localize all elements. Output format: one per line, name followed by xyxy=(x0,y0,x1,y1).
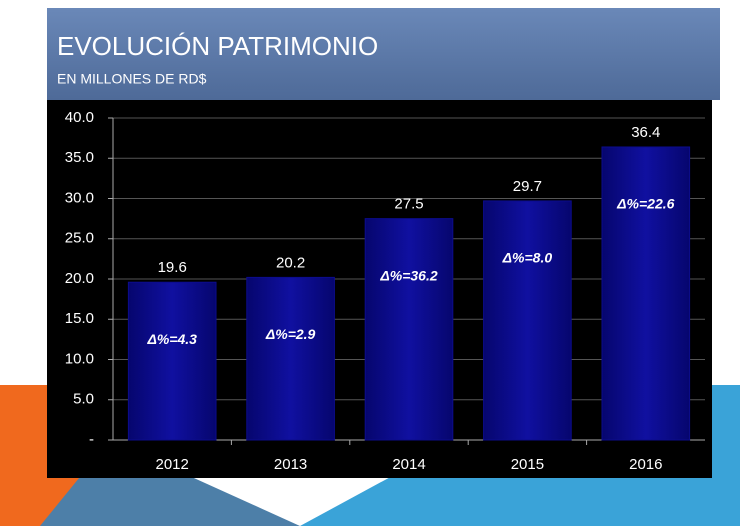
x-tick-label: 2015 xyxy=(511,456,544,473)
x-tick-label: 2013 xyxy=(274,456,307,473)
bar xyxy=(246,276,335,441)
y-tick-label: 10.0 xyxy=(65,350,94,367)
value-label: 36.4 xyxy=(631,124,660,141)
x-tick-label: 2014 xyxy=(392,456,425,473)
value-label: 27.5 xyxy=(394,196,423,213)
annotation: Δ%=8.0 xyxy=(502,250,553,266)
value-label: 19.6 xyxy=(158,259,187,276)
x-tick-label: 2016 xyxy=(629,456,662,473)
annotation: Δ%=4.3 xyxy=(146,331,197,347)
title-banner xyxy=(47,8,720,100)
y-tick-label: 20.0 xyxy=(65,270,94,287)
y-tick-label: 25.0 xyxy=(65,230,94,247)
bar xyxy=(483,200,572,441)
annotation: Δ%=2.9 xyxy=(265,326,316,342)
bar xyxy=(364,218,454,441)
y-tick-label: 30.0 xyxy=(65,189,94,206)
y-tick-label: 40.0 xyxy=(65,109,94,126)
y-tick-label: - xyxy=(89,431,94,448)
chart-title: EVOLUCIÓN PATRIMONIO xyxy=(57,31,378,61)
bar xyxy=(127,281,217,441)
y-tick-label: 5.0 xyxy=(73,391,94,408)
value-label: 20.2 xyxy=(276,254,305,271)
value-label: 29.7 xyxy=(513,178,542,195)
x-tick-label: 2012 xyxy=(156,456,189,473)
bar xyxy=(601,146,691,441)
y-tick-label: 15.0 xyxy=(65,310,94,327)
annotation: Δ%=36.2 xyxy=(379,267,437,283)
annotation: Δ%=22.6 xyxy=(616,196,674,212)
y-tick-label: 35.0 xyxy=(65,149,94,166)
chart-subtitle: EN MILLONES DE RD$ xyxy=(57,71,207,87)
